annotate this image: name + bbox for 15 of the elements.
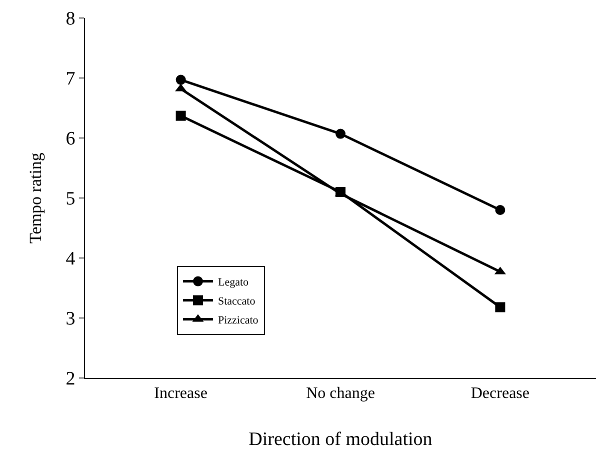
y-axis-title: Tempo rating — [26, 152, 45, 244]
y-tick-label: 2 — [66, 368, 76, 390]
legend-label: Pizzicato — [218, 314, 259, 327]
y-tick-label: 4 — [66, 248, 76, 270]
x-axis-title: Direction of modulation — [248, 429, 433, 450]
y-tick-label: 6 — [66, 128, 76, 150]
y-tick-label: 3 — [66, 308, 76, 330]
legend-label: Legato — [218, 276, 250, 289]
y-tick-label: 8 — [66, 8, 76, 30]
x-tick-label: No change — [306, 385, 375, 402]
x-tick-label: Decrease — [470, 385, 530, 402]
x-tick-label: Increase — [154, 385, 208, 402]
y-tick-label: 7 — [66, 68, 76, 90]
y-tick-label: 5 — [66, 188, 76, 210]
legend-label: Staccato — [218, 296, 256, 308]
